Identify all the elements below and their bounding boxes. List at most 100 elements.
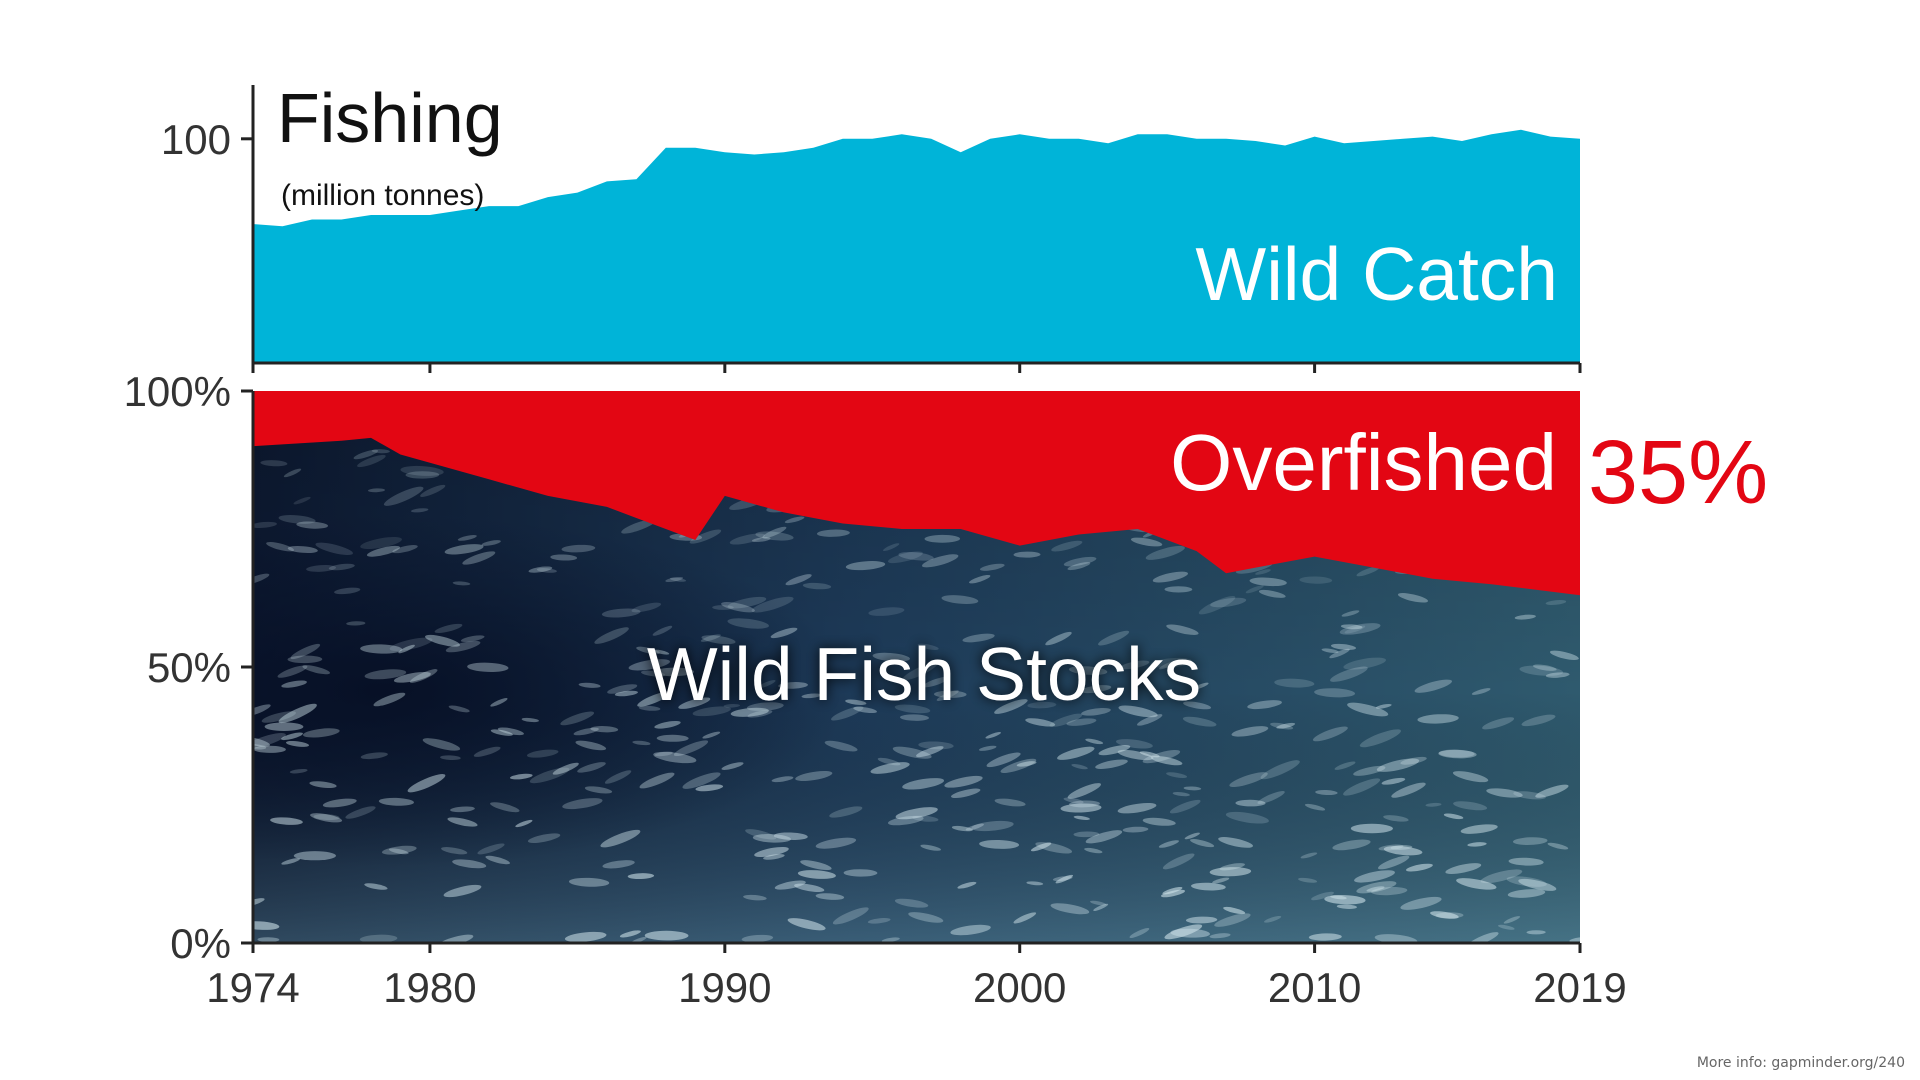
fish-shape: [636, 646, 660, 655]
fish-shape: [1452, 771, 1489, 783]
fish-shape: [359, 934, 398, 943]
fish-shape: [1093, 903, 1109, 912]
fish-shape: [1545, 672, 1570, 678]
fish-shape: [908, 912, 944, 923]
fish-shape: [1456, 878, 1497, 890]
fish-shape: [1344, 625, 1366, 634]
fish-shape: [1182, 716, 1217, 727]
fish-shape: [1435, 912, 1464, 919]
fish-shape: [887, 551, 923, 564]
fish-shape: [1330, 895, 1347, 900]
bottom-x-tick-label: 1974: [206, 964, 299, 1011]
fish-shape: [1130, 537, 1163, 547]
fish-shape: [950, 924, 991, 936]
fish-shape: [898, 552, 934, 561]
fish-shape: [695, 784, 724, 792]
fish-shape: [277, 665, 308, 678]
fish-shape: [266, 541, 295, 552]
fish-shape: [509, 773, 533, 780]
fish-shape: [920, 844, 942, 851]
fish-shape: [1321, 648, 1339, 653]
fish-shape: [771, 776, 794, 783]
fish-shape: [727, 596, 767, 609]
fish-shape: [652, 625, 673, 636]
fish-shape: [1264, 915, 1282, 923]
fish-shape: [701, 635, 736, 645]
fish-shape: [921, 554, 959, 568]
fish-shape: [653, 751, 697, 764]
fish-shape: [1276, 722, 1296, 729]
fish-shape: [895, 807, 938, 820]
fish-shape: [754, 846, 789, 858]
fish-shape: [845, 699, 867, 705]
fish-shape: [1209, 933, 1231, 939]
fish-shape: [1030, 842, 1052, 852]
fish-shape: [607, 684, 638, 694]
fish-shape: [388, 848, 409, 855]
fish-shape: [283, 468, 302, 478]
fish-shape: [521, 717, 539, 723]
fish-shape: [1191, 882, 1226, 891]
fish-shape: [887, 815, 924, 826]
fish-shape: [654, 751, 673, 757]
fish-shape: [962, 633, 995, 643]
bottom-y-ticks: 0% 50% 100%: [124, 368, 253, 967]
fish-shape: [1162, 853, 1195, 870]
fish-shape: [829, 806, 863, 818]
fish-shape: [1071, 763, 1088, 770]
fish-shape: [306, 564, 337, 572]
fish-shape: [353, 449, 379, 460]
fish-shape: [364, 669, 407, 680]
fish-shape: [562, 798, 603, 810]
fish-shape: [1067, 783, 1102, 799]
fish-shape: [1445, 863, 1482, 875]
fish-shape: [600, 829, 641, 848]
fish-shape: [287, 655, 323, 664]
fish-shape: [1438, 749, 1477, 759]
fish-shape: [1375, 703, 1392, 709]
fish-shape: [1115, 739, 1153, 749]
fish-shape: [1508, 857, 1544, 866]
fish-shape: [1518, 878, 1557, 891]
fish-shape: [619, 930, 641, 938]
fish-shape: [601, 608, 641, 618]
wild-catch-area: [253, 129, 1580, 363]
fish-shape: [1308, 933, 1342, 941]
fish-shape: [526, 749, 559, 758]
fish-shape: [1311, 891, 1334, 901]
fish-shape: [440, 755, 461, 761]
fish-shape: [1245, 585, 1264, 594]
fish-shape: [936, 690, 959, 701]
fish-shape: [653, 649, 670, 655]
fish-shape: [490, 698, 508, 707]
fish-shape: [1000, 758, 1037, 774]
fish-shape: [1400, 896, 1442, 910]
fish-shape: [1514, 614, 1536, 620]
fish-shape: [815, 837, 857, 849]
fish-shape: [527, 833, 561, 843]
fish-shape: [296, 521, 329, 529]
fish-shape: [843, 869, 878, 877]
fish-shape: [883, 543, 900, 551]
fish-shape: [568, 877, 610, 887]
fish-shape: [994, 798, 1026, 807]
fish-shape: [1270, 722, 1294, 730]
fish-shape: [682, 772, 721, 789]
fish-shape: [743, 894, 767, 901]
fish-shape: [364, 883, 388, 890]
fish-shape: [445, 640, 481, 653]
fish-shape: [870, 762, 910, 774]
fish-shape: [778, 682, 808, 689]
fish-shape: [1378, 855, 1410, 870]
chart-title: Fishing: [277, 79, 503, 157]
fish-shape: [462, 551, 496, 565]
fish-shape: [536, 568, 557, 573]
fish-shape: [1119, 660, 1150, 670]
overfished-label: Overfished: [1170, 418, 1557, 507]
fish-shape: [902, 778, 945, 790]
fish-shape: [1192, 682, 1209, 690]
fish-shape: [1486, 788, 1523, 798]
fish-shape: [1299, 576, 1333, 584]
fish-shape: [1150, 755, 1183, 766]
fish-shape: [577, 762, 606, 773]
